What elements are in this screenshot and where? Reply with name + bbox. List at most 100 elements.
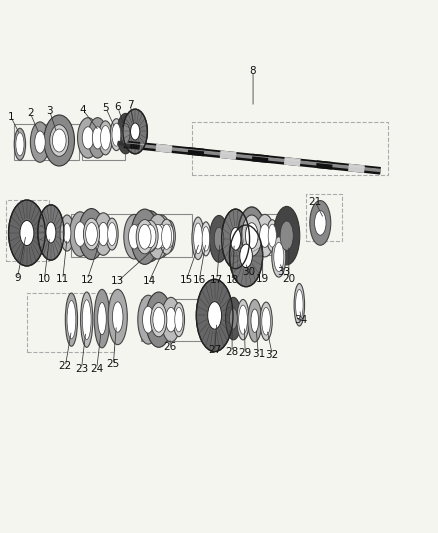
Text: 27: 27: [208, 345, 221, 356]
Ellipse shape: [260, 302, 272, 341]
Ellipse shape: [131, 209, 159, 264]
Ellipse shape: [166, 308, 176, 332]
Text: 20: 20: [283, 274, 295, 284]
Ellipse shape: [152, 215, 171, 257]
Text: 5: 5: [102, 103, 109, 113]
Ellipse shape: [239, 305, 247, 334]
Ellipse shape: [85, 223, 97, 246]
Text: 29: 29: [239, 348, 252, 358]
Ellipse shape: [123, 109, 148, 154]
Ellipse shape: [92, 127, 103, 149]
Ellipse shape: [238, 207, 266, 264]
Ellipse shape: [94, 213, 113, 255]
Ellipse shape: [106, 218, 118, 250]
Ellipse shape: [161, 297, 180, 342]
Ellipse shape: [201, 222, 211, 256]
Text: 28: 28: [226, 346, 239, 357]
Text: 34: 34: [294, 314, 308, 325]
Ellipse shape: [99, 121, 113, 155]
Text: 18: 18: [226, 276, 239, 285]
Ellipse shape: [131, 123, 140, 140]
Text: 17: 17: [210, 275, 223, 285]
Ellipse shape: [74, 222, 86, 246]
Ellipse shape: [152, 224, 164, 249]
Bar: [71, 214, 132, 257]
Ellipse shape: [209, 215, 229, 262]
Text: 3: 3: [46, 106, 53, 116]
Text: 16: 16: [193, 275, 206, 285]
Text: 7: 7: [127, 100, 134, 110]
Ellipse shape: [52, 129, 66, 152]
Ellipse shape: [214, 227, 224, 251]
Ellipse shape: [134, 224, 145, 248]
Ellipse shape: [113, 302, 123, 332]
Ellipse shape: [128, 224, 140, 249]
Text: 12: 12: [81, 275, 94, 285]
Ellipse shape: [226, 297, 241, 340]
Text: 30: 30: [242, 267, 255, 277]
Ellipse shape: [82, 127, 94, 149]
Ellipse shape: [153, 307, 165, 332]
Ellipse shape: [173, 303, 184, 337]
Ellipse shape: [146, 292, 172, 348]
Ellipse shape: [255, 214, 275, 257]
Ellipse shape: [78, 208, 105, 260]
Ellipse shape: [70, 212, 91, 256]
Ellipse shape: [16, 133, 24, 156]
Ellipse shape: [124, 214, 145, 259]
Text: 9: 9: [14, 273, 21, 283]
Ellipse shape: [147, 214, 169, 259]
Ellipse shape: [142, 306, 154, 333]
Bar: [306, 194, 342, 241]
Text: 26: 26: [163, 342, 177, 352]
Ellipse shape: [78, 118, 99, 158]
Ellipse shape: [314, 211, 326, 235]
Ellipse shape: [50, 125, 69, 156]
Bar: [192, 122, 388, 175]
Ellipse shape: [98, 303, 106, 335]
Ellipse shape: [260, 224, 270, 247]
Ellipse shape: [208, 302, 222, 329]
Ellipse shape: [196, 279, 233, 352]
Text: 19: 19: [256, 274, 269, 284]
Ellipse shape: [192, 217, 204, 260]
Text: 6: 6: [114, 102, 121, 112]
Text: 22: 22: [59, 361, 72, 372]
Text: 15: 15: [180, 276, 193, 285]
Ellipse shape: [165, 225, 173, 248]
Ellipse shape: [117, 114, 134, 154]
Ellipse shape: [274, 243, 284, 271]
Ellipse shape: [138, 224, 151, 249]
Ellipse shape: [194, 223, 202, 254]
Ellipse shape: [251, 309, 259, 333]
Ellipse shape: [110, 119, 123, 151]
Text: 1: 1: [7, 111, 14, 122]
Text: 2: 2: [27, 108, 34, 118]
Text: 33: 33: [277, 267, 290, 277]
Ellipse shape: [138, 295, 159, 344]
Text: 21: 21: [308, 197, 321, 207]
Ellipse shape: [151, 303, 167, 337]
Text: 14: 14: [142, 277, 156, 286]
Text: 11: 11: [56, 274, 69, 284]
Ellipse shape: [202, 227, 210, 251]
Ellipse shape: [60, 215, 74, 251]
Ellipse shape: [222, 209, 250, 269]
Ellipse shape: [245, 223, 258, 248]
Ellipse shape: [129, 214, 150, 259]
Ellipse shape: [30, 122, 49, 163]
Ellipse shape: [230, 228, 241, 250]
Text: 31: 31: [252, 349, 265, 359]
Bar: [6, 200, 49, 261]
Ellipse shape: [81, 292, 93, 348]
Ellipse shape: [121, 124, 130, 144]
Ellipse shape: [100, 126, 110, 150]
Ellipse shape: [163, 220, 175, 252]
Ellipse shape: [142, 220, 158, 252]
Ellipse shape: [159, 219, 173, 254]
Ellipse shape: [272, 237, 286, 277]
Ellipse shape: [82, 300, 91, 340]
Ellipse shape: [94, 289, 110, 348]
Ellipse shape: [88, 118, 107, 158]
Ellipse shape: [44, 115, 74, 166]
